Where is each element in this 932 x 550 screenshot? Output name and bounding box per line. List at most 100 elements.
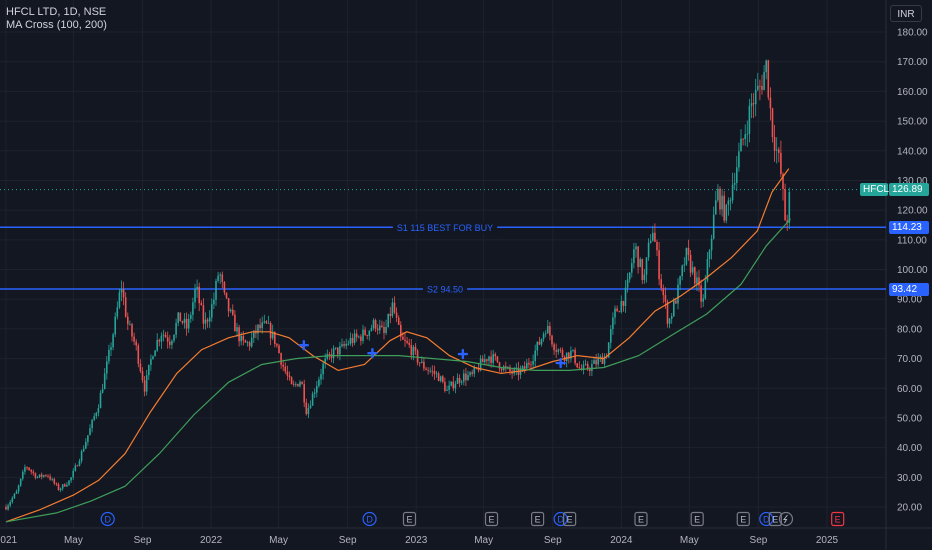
candle-body <box>271 331 274 339</box>
time-tick-label: 2021 <box>0 535 18 546</box>
candle-body <box>660 279 662 289</box>
candle-body <box>473 367 476 374</box>
time-axis[interactable]: 2021 May Sep 2022 May Sep 2023 May Sep 2024 May Sep… <box>0 535 839 546</box>
candle-body <box>240 335 242 342</box>
earnings-marker[interactable] <box>768 511 782 527</box>
candle-body <box>471 372 473 374</box>
candle-body <box>526 362 528 369</box>
candle-body <box>364 329 366 336</box>
candle-body <box>448 385 450 390</box>
candle-body <box>120 289 123 293</box>
candle-body <box>639 259 641 268</box>
candle-body <box>341 344 343 347</box>
earnings-marker[interactable] <box>402 511 417 527</box>
event-marker-letter: E <box>772 515 778 525</box>
candle-body <box>437 373 440 382</box>
earnings-marker[interactable] <box>831 511 845 527</box>
candle-body <box>477 368 480 371</box>
candle-body <box>374 320 377 329</box>
price-candles <box>5 59 791 511</box>
candle-body <box>9 501 11 506</box>
time-tick-label: May <box>680 535 699 546</box>
candle-body <box>185 318 188 329</box>
candle-body <box>433 370 436 374</box>
candle-body <box>584 363 587 365</box>
ma200-line <box>5 218 791 523</box>
candle-body <box>685 247 688 265</box>
earnings-marker[interactable] <box>736 511 750 527</box>
candle-body <box>38 474 41 478</box>
candle-body <box>700 285 702 302</box>
candle-body <box>322 363 324 375</box>
event-marker-letter: E <box>567 515 573 525</box>
candle-body <box>95 412 98 417</box>
candle-body <box>782 174 784 190</box>
candle-body <box>528 362 530 365</box>
earnings-marker[interactable] <box>634 511 648 527</box>
candle-body <box>519 368 522 375</box>
ma-cross-markers <box>298 340 566 369</box>
candle-body <box>292 384 295 385</box>
candle-body <box>328 354 331 355</box>
candle-body <box>379 325 381 331</box>
candle-body <box>702 298 704 302</box>
candle-body <box>748 106 751 134</box>
price-tick-label: 40.00 <box>897 443 922 454</box>
symbol-title[interactable]: HFCL LTD, 1D, NSE <box>6 6 107 18</box>
earnings-marker[interactable] <box>690 511 704 527</box>
candle-body <box>177 312 179 323</box>
candle-body <box>124 297 127 317</box>
candle-body <box>257 324 259 334</box>
candle-body <box>93 416 95 420</box>
candle-body <box>229 309 232 312</box>
dividend-marker[interactable] <box>759 511 774 527</box>
time-tick-label: 2022 <box>200 535 223 546</box>
candle-body <box>337 347 339 355</box>
candle-body <box>410 344 413 356</box>
earnings-marker[interactable] <box>484 511 499 527</box>
candle-body <box>631 263 633 273</box>
candle-body <box>173 334 175 341</box>
earnings-marker[interactable] <box>563 511 577 527</box>
dividend-marker[interactable] <box>362 511 377 527</box>
candle-body <box>320 374 322 380</box>
candle-body <box>586 363 589 370</box>
candle-body <box>721 195 723 210</box>
dividend-marker[interactable] <box>553 511 568 527</box>
price-axis[interactable]: 180.00 170.00 160.00 150.00 140.00 130.00 120.… <box>897 28 928 514</box>
candle-body <box>288 375 291 378</box>
earnings-marker[interactable] <box>530 511 545 527</box>
candle-body <box>780 152 782 175</box>
candle-body <box>542 334 545 339</box>
candle-body <box>261 322 263 329</box>
time-tick-label: Sep <box>134 535 152 546</box>
candle-body <box>565 352 568 362</box>
candle-body <box>82 448 85 452</box>
candle-body <box>370 328 373 331</box>
candle-body <box>496 356 499 363</box>
candle-body <box>353 333 356 343</box>
candle-body <box>64 484 66 487</box>
price-tick-label: 120.00 <box>897 206 928 217</box>
candle-body <box>221 274 224 283</box>
candle-body <box>366 335 368 336</box>
candle-body <box>614 308 616 318</box>
candle-body <box>192 302 194 315</box>
candle-body <box>397 317 400 325</box>
candle-body <box>607 342 610 358</box>
indicator-title[interactable]: MA Cross (100, 200) <box>6 19 107 31</box>
dividend-marker[interactable] <box>100 511 115 527</box>
currency-button[interactable]: INR <box>890 5 922 22</box>
candle-body <box>551 335 553 345</box>
candle-body <box>406 340 408 343</box>
candle-body <box>141 371 144 381</box>
split-marker[interactable] <box>778 511 794 527</box>
candle-body <box>742 138 744 140</box>
candle-body <box>570 350 572 359</box>
candle-body <box>301 381 303 385</box>
candle-body <box>351 338 354 343</box>
price-tick-label: 60.00 <box>897 384 922 395</box>
candle-body <box>22 471 24 479</box>
